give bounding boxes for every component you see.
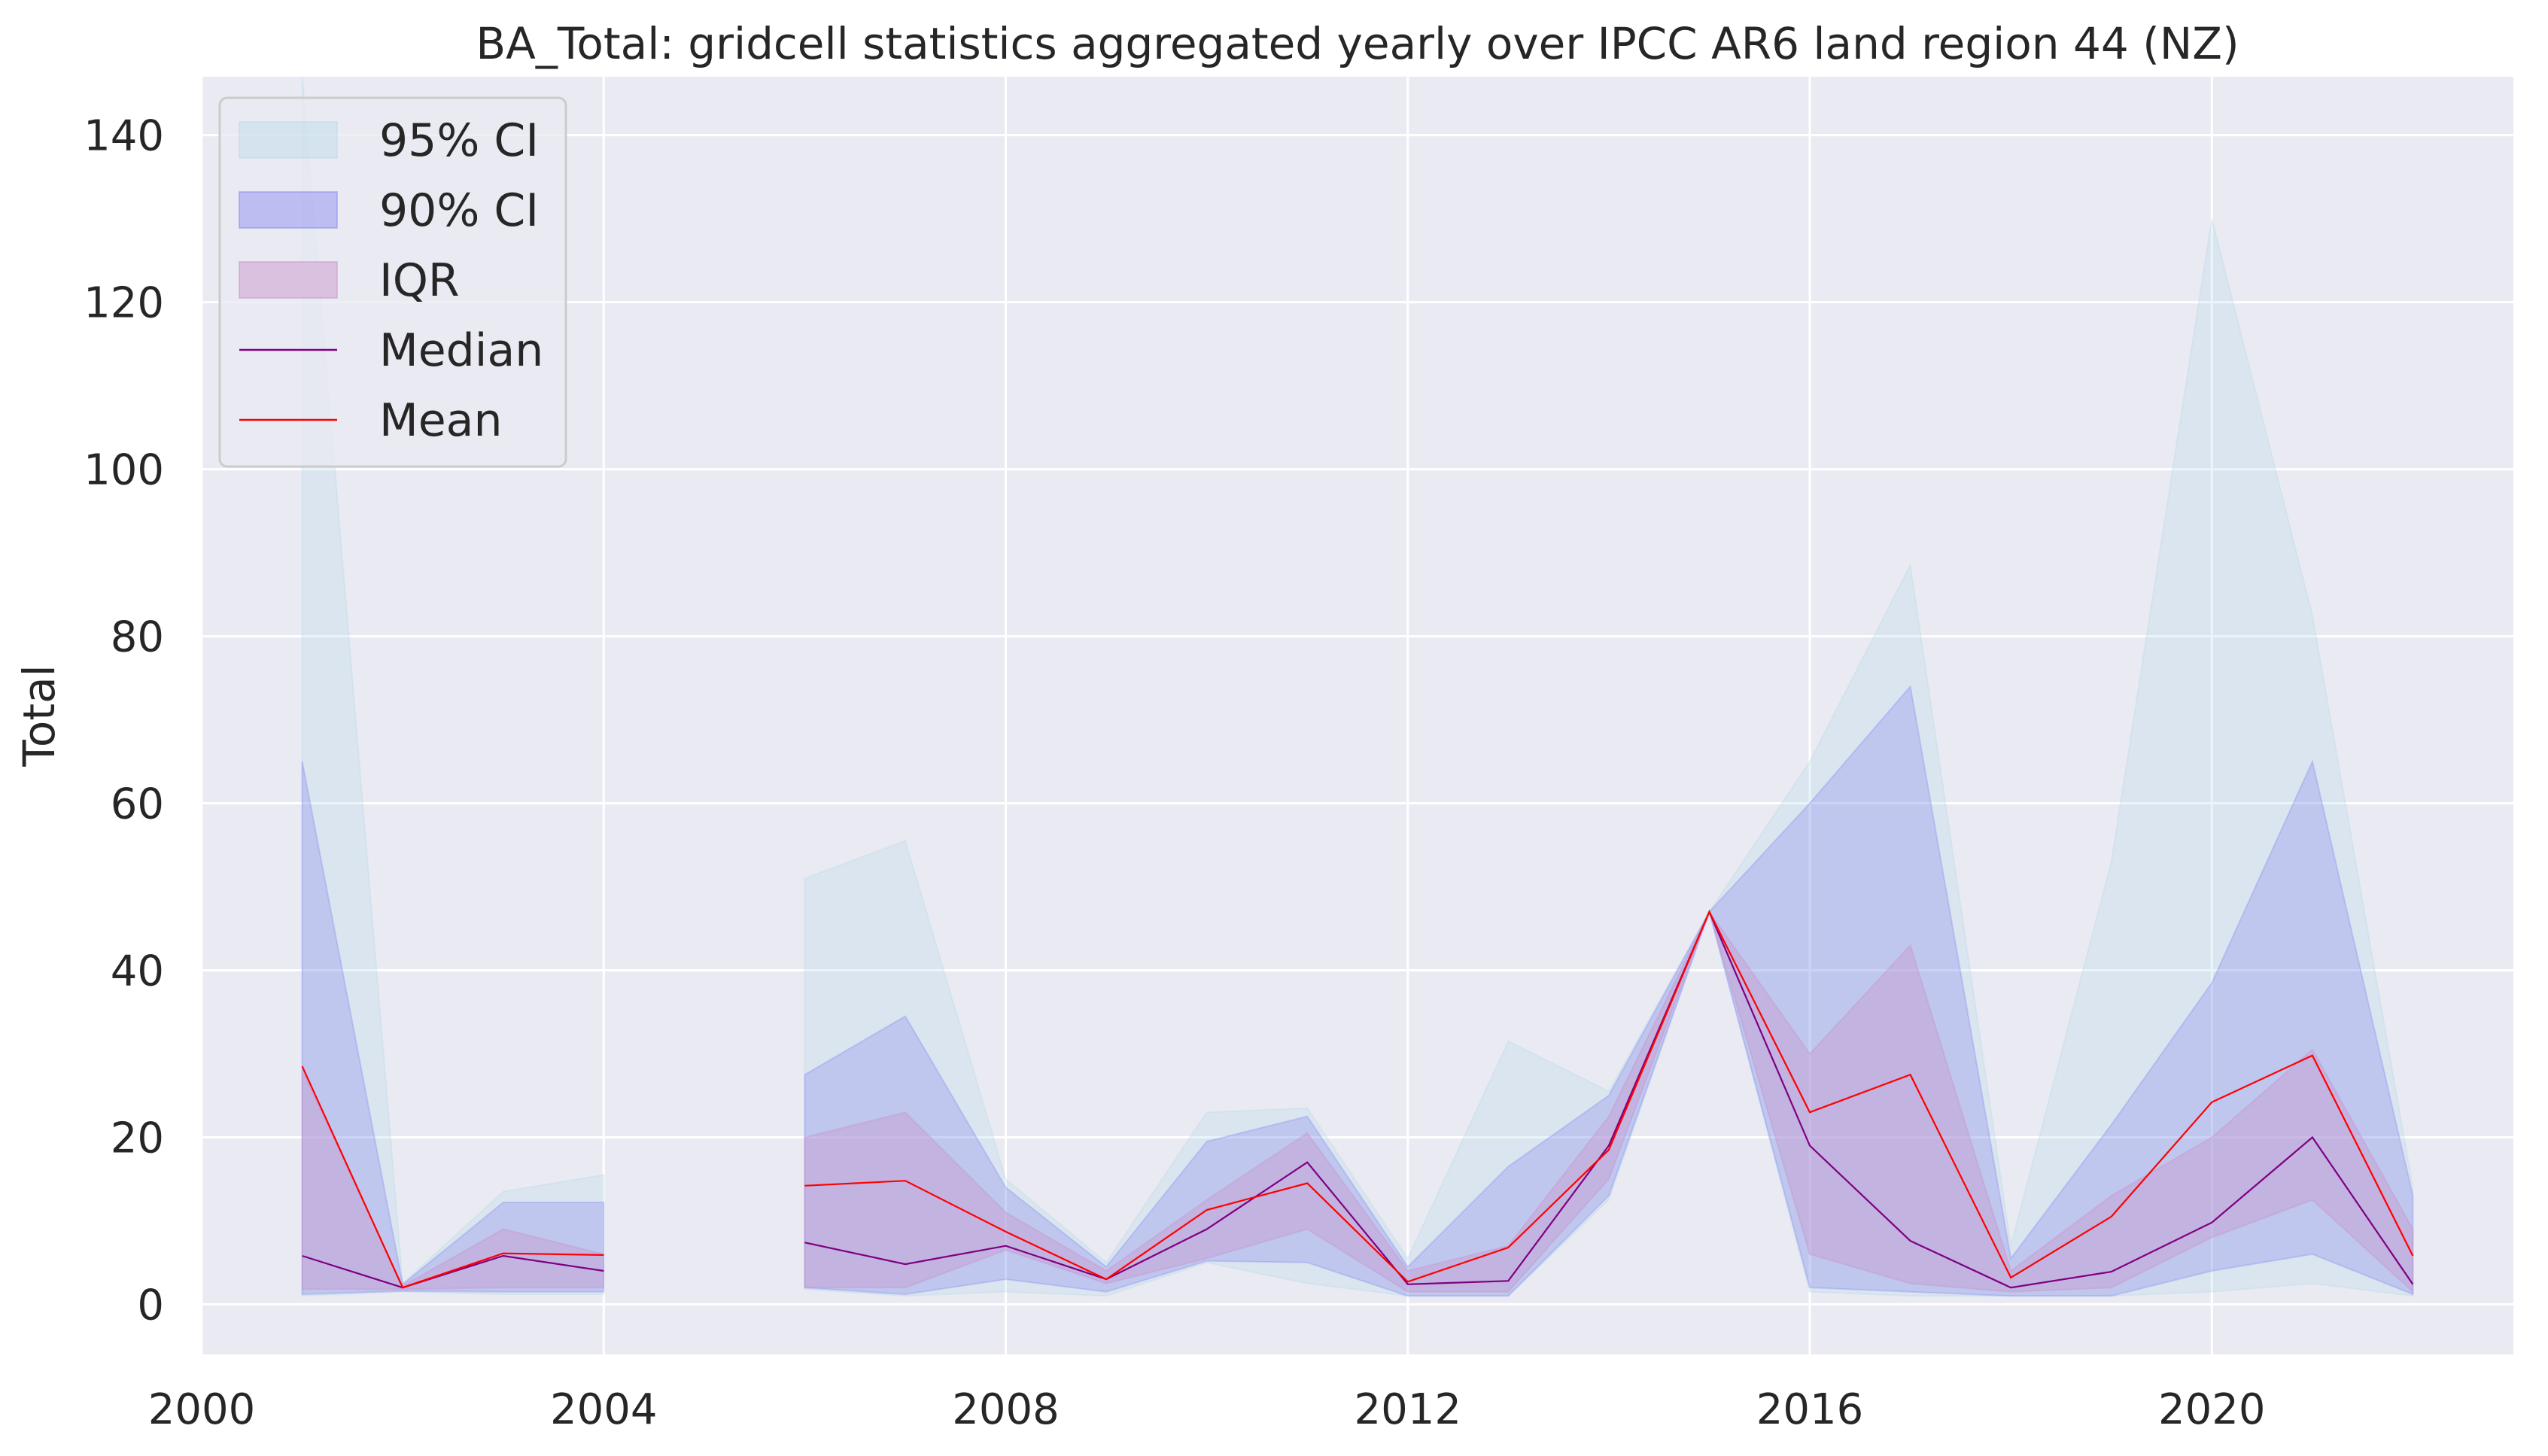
gridlines: [200, 77, 2513, 1354]
y-tick-label: 140: [84, 112, 164, 161]
band-90-ci: [301, 761, 605, 1296]
band-iqr: [301, 1070, 605, 1290]
legend-box: [218, 96, 567, 468]
y-tick-label: 20: [111, 1114, 164, 1163]
x-tick-label: 2008: [952, 1385, 1060, 1434]
legend-label: 95% CI: [379, 114, 539, 167]
y-axis-ticks: 0 20 40 60 80 100 120 140: [84, 112, 164, 1330]
legend-label: Median: [379, 324, 543, 377]
legend-label: Mean: [379, 394, 502, 447]
y-tick-label: 0: [137, 1281, 164, 1330]
legend-swatch: [239, 121, 338, 159]
legend-label: 90% CI: [379, 184, 539, 237]
x-axis-ticks: 2000 2004 2008 2012 2016 2020: [148, 1385, 2266, 1434]
legend-label: IQR: [379, 254, 460, 307]
y-tick-label: 100: [84, 446, 164, 495]
series-lines: [301, 910, 2414, 1289]
legend: 95% CI 90% CI IQR Median Mean: [218, 96, 567, 468]
x-tick-label: 2012: [1355, 1385, 1462, 1434]
median-line: [302, 1254, 604, 1289]
y-tick-label: 40: [111, 947, 164, 995]
mean-line: [804, 910, 2414, 1283]
x-tick-label: 2004: [550, 1385, 658, 1434]
legend-swatch: [239, 191, 338, 229]
band-95-ci: [301, 76, 605, 1297]
legend-swatch: [239, 261, 338, 299]
y-tick-label: 60: [111, 780, 164, 829]
x-tick-label: 2020: [2158, 1385, 2266, 1434]
y-axis-label: Total: [14, 664, 65, 767]
plot-background: [202, 77, 2513, 1354]
chart-title: BA_Total: gridcell statistics aggregated…: [476, 18, 2239, 69]
x-tick-label: 2000: [148, 1385, 256, 1434]
x-tick-label: 2016: [1756, 1385, 1864, 1434]
y-tick-label: 80: [111, 613, 164, 662]
mean-line: [301, 1065, 604, 1289]
median-line: [804, 910, 2414, 1289]
y-tick-label: 120: [84, 279, 164, 328]
band-90-ci: [804, 684, 2414, 1297]
